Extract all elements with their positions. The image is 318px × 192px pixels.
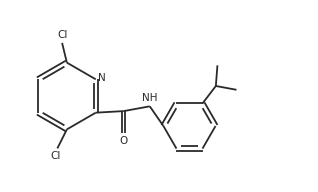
Text: NH: NH [142, 93, 157, 103]
Text: N: N [98, 73, 106, 83]
Text: Cl: Cl [57, 30, 67, 40]
Text: Cl: Cl [51, 151, 61, 161]
Text: O: O [120, 136, 128, 146]
